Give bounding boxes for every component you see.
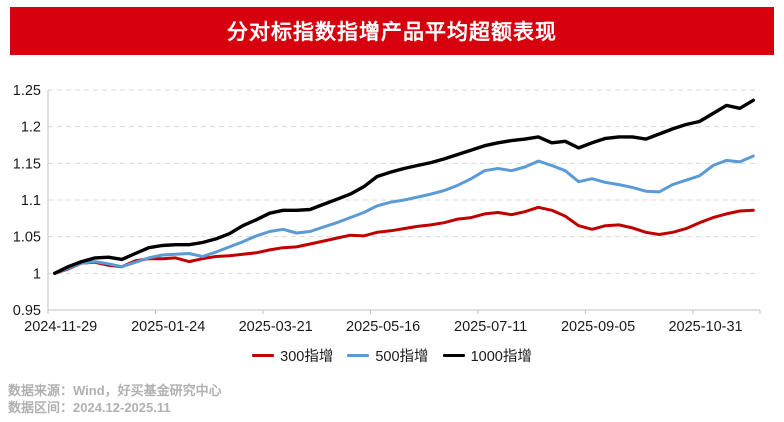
x-tick-label: 2025-07-11 bbox=[454, 319, 527, 335]
x-tick-label: 2025-09-05 bbox=[561, 319, 635, 335]
footer-source: 数据来源：Wind，好买基金研究中心 bbox=[8, 383, 222, 398]
series-line-500指增 bbox=[53, 154, 755, 275]
series-line-300指增 bbox=[53, 205, 755, 275]
y-tick-label: 1 bbox=[33, 266, 41, 282]
footer-range: 数据区间：2024.12-2025.11 bbox=[8, 400, 171, 415]
y-tick-label: 1.1 bbox=[21, 193, 41, 209]
x-tick-label: 2025-05-16 bbox=[346, 319, 420, 335]
legend-item: 300指增 bbox=[252, 345, 333, 366]
x-tick-label: 2025-10-31 bbox=[668, 319, 742, 335]
x-tick-label: 2025-01-24 bbox=[131, 319, 205, 335]
x-tick-label: 2024-11-29 bbox=[24, 319, 97, 335]
legend-label: 1000指增 bbox=[470, 348, 532, 365]
legend-item: 500指增 bbox=[347, 345, 429, 366]
y-tick-label: 1.15 bbox=[13, 156, 41, 172]
y-tick-label: 1.05 bbox=[13, 230, 41, 246]
legend-label: 500指增 bbox=[375, 348, 429, 365]
x-tick-label: 2025-03-21 bbox=[239, 319, 313, 335]
series-line-1000指增 bbox=[53, 98, 755, 275]
title-banner: 分对标指数指增产品平均超额表现 bbox=[10, 7, 774, 55]
page-title: 分对标指数指增产品平均超额表现 bbox=[227, 21, 557, 44]
legend-swatch-icon bbox=[442, 353, 465, 357]
chart-legend: 300指增 500指增 1000指增 bbox=[0, 344, 784, 366]
y-tick-label: 0.95 bbox=[13, 303, 41, 319]
legend-swatch-icon bbox=[252, 353, 275, 357]
y-tick-label: 1.25 bbox=[13, 83, 41, 99]
legend-label: 300指增 bbox=[280, 348, 334, 365]
legend-item: 1000指增 bbox=[442, 345, 532, 366]
legend-swatch-icon bbox=[347, 353, 370, 357]
footer: 数据来源：Wind，好买基金研究中心 数据区间：2024.12-2025.11 bbox=[8, 382, 222, 416]
y-tick-label: 1.2 bbox=[21, 120, 41, 136]
